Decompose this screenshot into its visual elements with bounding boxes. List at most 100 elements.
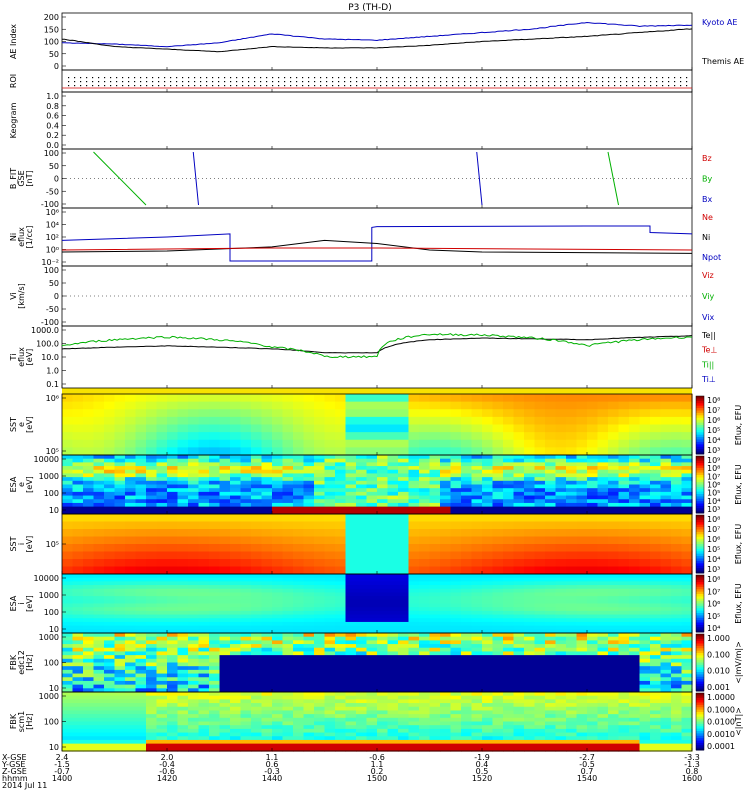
keogram-ylabel: Keogram (9, 102, 18, 138)
esa_i-ylabel: [eV] (25, 595, 34, 612)
ni-ylabel: [1/cc] (25, 226, 34, 249)
legend-entry: Ti⊥ (701, 375, 716, 384)
y-tick-label: 100 (44, 608, 59, 617)
y-tick-label: 0.2 (46, 131, 59, 140)
colorbar-tick: 0.100 (707, 650, 730, 659)
y-tick-label: 100 (44, 659, 59, 668)
legend-entry: Viz (702, 271, 714, 280)
colorbar-title: <|mV/m|> (734, 641, 743, 684)
y-tick-label: 100 (44, 718, 59, 727)
y-tick-label: -50 (46, 305, 59, 314)
y-tick-label: 10000 (34, 574, 59, 583)
colorbar-tick: 0.0100 (707, 718, 735, 727)
x-tick-label: 1520 (472, 774, 492, 783)
sst_e-ylabel: [eV] (25, 416, 34, 433)
colorbar-tick: 10³ (707, 565, 720, 574)
ae-ylabel: AE Index (9, 24, 18, 59)
legend-entry: Npot (702, 253, 721, 262)
legend-entry: Bz (702, 154, 712, 163)
y-tick-label: 10000 (34, 455, 59, 464)
colorbar-tick: 10⁷ (707, 406, 720, 415)
bfit-series-By (608, 152, 619, 205)
ti-ylabel: [eV] (25, 349, 34, 366)
y-tick-label: 100 (44, 489, 59, 498)
colorbar-tick: 10⁸ (707, 396, 720, 405)
colorbar-title: Eflux, EFU (734, 583, 743, 624)
y-tick-label: 1000 (39, 633, 59, 642)
x-tick-label: 1600 (682, 774, 702, 783)
fbk_e-colorbar (696, 634, 704, 692)
colorbar-tick: 10⁸ (707, 515, 720, 524)
legend-entry: Vix (702, 313, 715, 322)
y-tick-label: 100 (44, 38, 59, 47)
y-tick-label: 10.0 (41, 353, 59, 362)
x-tick-label: 1440 (262, 774, 282, 783)
legend-entry: Te⊥ (701, 346, 717, 355)
colorbar-tick: 10³ (707, 505, 720, 514)
sst_e-spectrogram (62, 394, 693, 456)
colorbar-tick: 10⁶ (707, 535, 720, 544)
fbk_e-spectrogram (62, 633, 693, 693)
legend-entry: Themis AE (701, 57, 744, 66)
colorbar-tick: 10⁵ (707, 612, 720, 621)
roi-panel-frame (62, 70, 692, 92)
colorbar-tick: 10⁵ (707, 545, 720, 554)
y-tick-label: 1000.0 (31, 326, 59, 335)
legend-entry: Bx (702, 195, 712, 204)
colorbar-title: <|nT|> (734, 707, 743, 736)
ae-series-KyotoAE (62, 23, 692, 47)
ni-series-Ni (62, 240, 692, 253)
esa_e-spectrogram (62, 455, 693, 515)
fbk_b-ylabel: [Hz] (25, 713, 34, 729)
y-tick-label: 10² (46, 233, 59, 242)
roi-markers (62, 77, 692, 88)
colorbar-tick: 10³ (707, 446, 720, 455)
y-tick-label: 10⁴ (46, 221, 59, 230)
esa_e-colorbar (696, 456, 704, 514)
colorbar-tick: 1.0000 (707, 693, 735, 702)
vi-panel-frame (62, 266, 692, 326)
colorbar-tick: 10⁸ (707, 575, 720, 584)
y-tick-label: 0.6 (46, 112, 59, 121)
y-tick-label: -50 (46, 187, 59, 196)
y-tick-label: 50 (49, 162, 59, 171)
legend-entry: By (702, 175, 712, 184)
y-tick-label: 1000 (39, 591, 59, 600)
colorbar-tick: 10⁴ (707, 436, 720, 445)
ni-series-Ne (62, 248, 692, 250)
ti-series-Ti (62, 334, 692, 358)
y-tick-label: 10 (49, 743, 59, 752)
y-tick-label: 0.1 (46, 380, 59, 389)
colorbar-tick: 1.000 (707, 634, 730, 643)
colorbar-tick: 10⁷ (707, 525, 720, 534)
roi-ylabel: ROI (9, 74, 18, 88)
y-tick-label: 1.0 (46, 367, 59, 376)
y-tick-label: 1.0 (46, 92, 59, 101)
sst_i-ylabel: [eV] (25, 536, 34, 553)
legend-entry: Te|| (701, 331, 716, 340)
y-tick-label: 150 (44, 25, 59, 34)
legend-entry: Ne (702, 213, 713, 222)
esa_i-spectrogram (62, 574, 693, 634)
legend-entry: Kyoto AE (702, 18, 737, 27)
y-tick-label: 10⁵ (46, 540, 59, 549)
colorbar-title: Eflux, EFU (734, 524, 743, 565)
colorbar-tick: 0.010 (707, 667, 730, 676)
x-axis-row-label: 2014 Jul 11 (2, 781, 47, 790)
y-tick-label: 10⁰ (46, 246, 59, 255)
esa_e-ylabel: [eV] (25, 476, 34, 493)
colorbar-tick: 10⁶ (707, 600, 720, 609)
x-tick-label: 1400 (52, 774, 72, 783)
colorbar-tick: 10⁴ (707, 555, 720, 564)
y-tick-label: 0 (54, 62, 59, 71)
x-tick-label: 1420 (157, 774, 177, 783)
colorbar-title: Eflux, EFU (734, 464, 743, 505)
y-tick-label: 0 (54, 292, 59, 301)
ae-panel-frame (62, 13, 692, 70)
colorbar-tick: 10⁷ (707, 587, 720, 596)
y-tick-label: 0.4 (46, 121, 59, 130)
y-tick-label: 100 (44, 149, 59, 158)
y-tick-label: 1000 (39, 692, 59, 701)
